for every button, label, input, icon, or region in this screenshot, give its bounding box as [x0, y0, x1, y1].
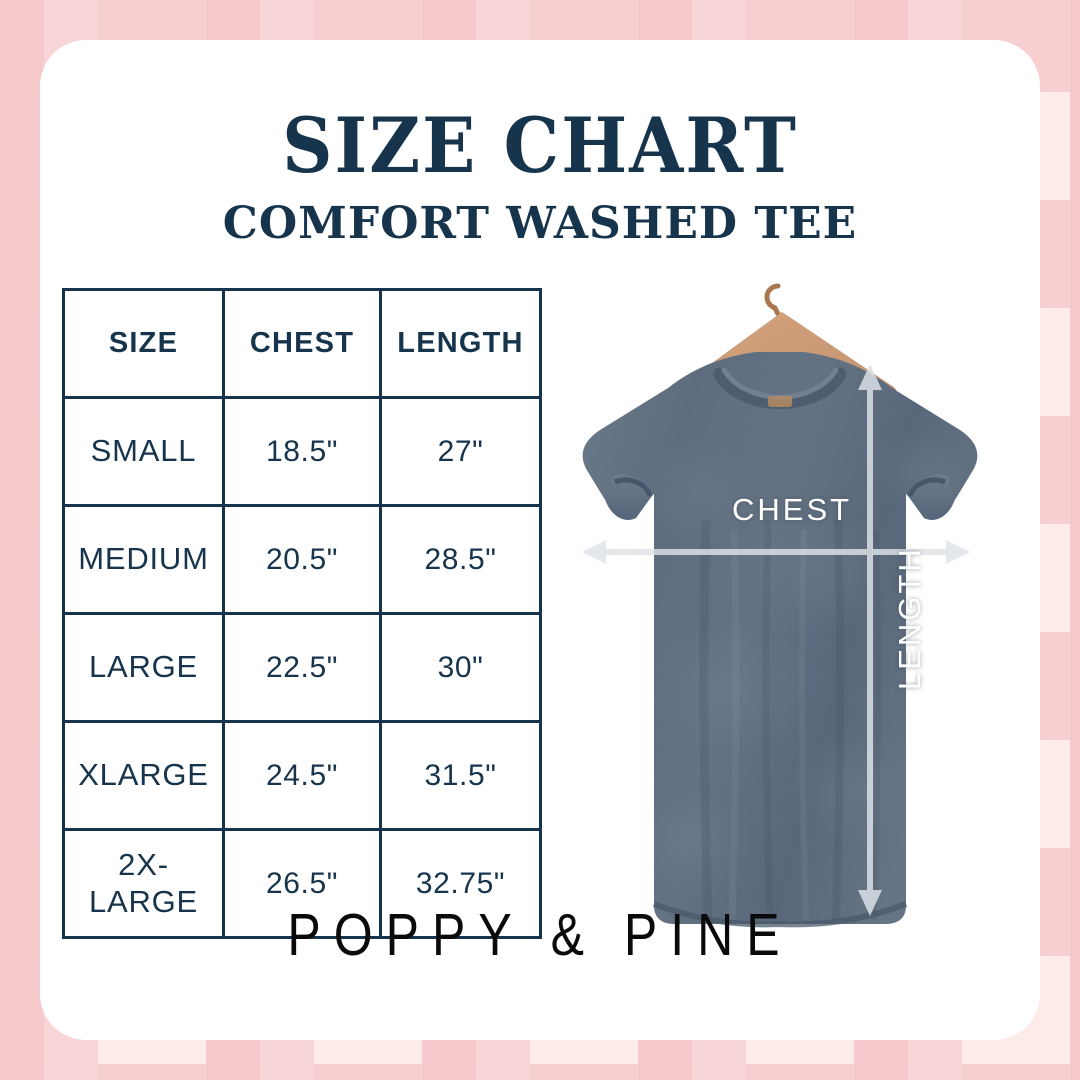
cell-length: 30" [379, 612, 542, 723]
cell-size: LARGE [62, 612, 225, 723]
cell-chest: 22.5" [222, 612, 382, 723]
cell-length: 32.75" [379, 828, 542, 939]
cell-length: 28.5" [379, 504, 542, 615]
column-header-length: LENGTH [379, 288, 542, 399]
cell-chest: 24.5" [222, 720, 382, 831]
length-arrow-icon [858, 364, 882, 916]
cell-length: 27" [379, 396, 542, 507]
size-table: SIZE CHEST LENGTH SMALL 18.5" 27" MEDIUM… [62, 288, 542, 939]
cell-size: SMALL [62, 396, 225, 507]
size-chart-card: SIZE CHART COMFORT WASHED TEE SIZE CHEST… [40, 40, 1040, 1040]
header: SIZE CHART COMFORT WASHED TEE [40, 108, 1040, 246]
page-subtitle: COMFORT WASHED TEE [222, 198, 858, 249]
length-measurement-label: LENGTH [892, 546, 927, 690]
cell-chest: 18.5" [222, 396, 382, 507]
cell-chest: 20.5" [222, 504, 382, 615]
tshirt-illustration [582, 283, 978, 928]
brand-name: POPPY & PINE [287, 901, 793, 969]
column-header-size: SIZE [62, 288, 225, 399]
chest-arrow-icon [582, 540, 970, 564]
table-row: SMALL 18.5" 27" [62, 396, 542, 507]
cell-size: MEDIUM [62, 504, 225, 615]
cell-length: 31.5" [379, 720, 542, 831]
table-row: LARGE 22.5" 30" [62, 612, 542, 723]
chest-measurement-label: CHEST [732, 492, 853, 527]
page-title: SIZE CHART [282, 101, 798, 190]
measurement-arrows [582, 364, 970, 916]
garment-diagram: CHEST LENGTH [520, 270, 1040, 960]
table-row: XLARGE 24.5" 31.5" [62, 720, 542, 831]
column-header-chest: CHEST [222, 288, 382, 399]
cell-size: 2X- LARGE [62, 828, 225, 939]
shirt-body [582, 352, 978, 928]
cell-size: XLARGE [62, 720, 225, 831]
table-row: MEDIUM 20.5" 28.5" [62, 504, 542, 615]
table-row: 2X- LARGE 26.5" 32.75" [62, 828, 542, 939]
cell-chest: 26.5" [222, 828, 382, 939]
table-header-row: SIZE CHEST LENGTH [62, 288, 542, 399]
